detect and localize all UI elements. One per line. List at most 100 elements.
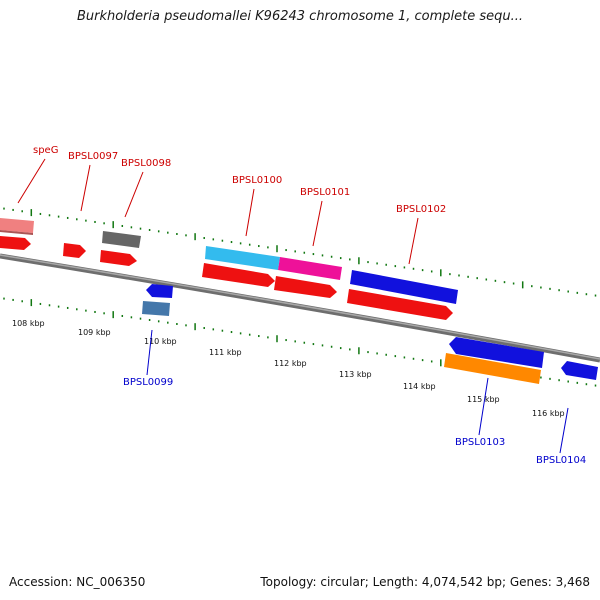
gene-arrow-BPSL0104[interactable] — [561, 361, 598, 380]
gene-arrow-BPSL0097[interactable] — [63, 243, 86, 258]
upper-track-tick — [21, 210, 23, 213]
leader-line-BPSL0099 — [146, 329, 153, 376]
gene-label-BPSL0099[interactable]: BPSL0099 — [123, 377, 173, 388]
lower-track-tick — [139, 317, 142, 320]
chromosome-backbone-highlight — [0, 254, 600, 360]
upper-track-tick — [485, 278, 488, 281]
upper-track-tick — [403, 266, 406, 269]
upper-track-tick — [512, 282, 515, 285]
upper-track-tick — [130, 226, 133, 229]
upper-track-tick — [276, 245, 278, 253]
gene-arrow-BPSL0099[interactable] — [146, 284, 173, 298]
gene-label-BPSL0103[interactable]: BPSL0103 — [455, 437, 505, 448]
gene-arrow-BPSL0101[interactable] — [274, 276, 337, 298]
lower-track-tick — [230, 331, 233, 334]
kbp-tick-label: 111 kbp — [209, 348, 242, 357]
upper-track-tick — [394, 265, 397, 268]
upper-track-tick — [167, 231, 169, 234]
gene-block-BPSL0100-cyan[interactable] — [205, 246, 280, 270]
lower-track-tick — [430, 360, 433, 363]
gene-block-BPSL0102-blue[interactable] — [350, 270, 458, 304]
lower-track-tick — [30, 299, 33, 307]
lower-track-tick — [585, 383, 588, 386]
lower-track-tick — [112, 311, 114, 319]
lower-track-tick — [185, 324, 187, 327]
map-title: Burkholderia pseudomallei K96243 chromos… — [76, 9, 524, 24]
lower-track-tick — [385, 353, 387, 356]
gene-block-BPSL0098-gray[interactable] — [102, 231, 141, 248]
upper-track-tick — [367, 261, 369, 264]
kbp-tick-labels: 108 kbp 109 kbp 110 kbp 111 kbp 112 kbp 113 k… — [12, 319, 565, 418]
upper-track-tick — [349, 258, 351, 261]
upper-track-tick — [103, 222, 105, 225]
gene-arrow-BPSL0103[interactable] — [449, 337, 544, 368]
upper-track-tick — [239, 242, 242, 245]
kbp-tick-label: 112 kbp — [274, 359, 307, 368]
upper-track-tick — [285, 249, 287, 252]
lower-track-tick — [276, 335, 278, 343]
gene-block-BPSL0103[interactable] — [444, 353, 541, 384]
gene-label-BPSL0101[interactable]: BPSL0101 — [300, 187, 350, 198]
kbp-tick-label: 115 kbp — [467, 395, 500, 404]
lower-track-tick — [258, 335, 260, 338]
gene-block-BPSL0099[interactable] — [142, 301, 170, 316]
lower-track-tick — [121, 314, 124, 317]
gene-label-BPSL0100[interactable]: BPSL0100 — [232, 175, 282, 186]
upper-track-tick — [531, 285, 533, 288]
upper-track-tick — [385, 263, 387, 266]
lower-track-tick — [367, 351, 369, 354]
gene-block-BPSL0101-magenta[interactable] — [278, 257, 342, 280]
gene-arrow-BPSL0098[interactable] — [100, 250, 137, 266]
gene-arrow-BPSL0102[interactable] — [347, 289, 453, 320]
lower-track-tick — [76, 308, 78, 311]
leader-line-BPSL0101 — [312, 200, 323, 247]
gene-label-BPSL0102[interactable]: BPSL0102 — [396, 204, 446, 215]
gene-label-BPSL0098[interactable]: BPSL0098 — [121, 158, 171, 169]
lower-track-tick — [194, 323, 196, 331]
upper-track-tick — [57, 215, 60, 218]
gene-arrow-speG[interactable] — [0, 236, 31, 250]
kbp-tick-label: 109 kbp — [78, 328, 111, 337]
kbp-tick-label: 113 kbp — [339, 370, 372, 379]
lower-track-tick — [203, 327, 205, 330]
lower-track-tick — [376, 352, 378, 355]
upper-track-tick — [421, 269, 424, 272]
lower-track-tick — [394, 355, 397, 358]
kbp-tick-label: 116 kbp — [532, 409, 565, 418]
upper-track-tick — [12, 208, 14, 211]
upper-track-tick — [148, 228, 151, 231]
gene-label-speG[interactable]: speG — [33, 145, 58, 156]
topology-summary: Topology: circular; Length: 4,074,542 bp… — [260, 575, 590, 589]
upper-track-tick — [76, 218, 78, 221]
chromosome-backbone — [0, 253, 600, 363]
upper-track-tick — [330, 255, 333, 258]
gene-label-BPSL0097[interactable]: BPSL0097 — [68, 151, 118, 162]
upper-track-tick — [248, 243, 251, 246]
gene-label-BPSL0104[interactable]: BPSL0104 — [536, 455, 586, 466]
gene-arrow-BPSL0100[interactable] — [202, 263, 275, 287]
leader-line-BPSL0103 — [478, 377, 489, 436]
upper-track-tick — [85, 219, 87, 222]
lower-track-tick — [94, 310, 96, 313]
upper-track-tick — [494, 279, 497, 282]
lower-track-tick — [12, 298, 14, 301]
lower-track-tick — [66, 306, 69, 309]
upper-track-tick — [458, 274, 460, 277]
upper-track-tick — [303, 251, 306, 254]
lower-track-tick — [349, 348, 351, 351]
lower-track-tick — [103, 312, 105, 315]
lower-track-tick — [440, 359, 442, 367]
gene-block-speG-pink[interactable] — [0, 218, 34, 233]
upper-track-tick — [212, 238, 215, 241]
lower-track-tick — [39, 302, 42, 305]
upper-track-tick — [558, 289, 560, 292]
upper-track-tick — [358, 257, 360, 265]
leader-line-BPSL0100 — [245, 188, 255, 237]
upper-track-tick — [30, 209, 33, 217]
lower-track-tick — [85, 309, 87, 312]
upper-track-tick — [585, 293, 588, 296]
upper-track-tick — [230, 241, 233, 244]
lower-track-tick — [558, 379, 560, 382]
